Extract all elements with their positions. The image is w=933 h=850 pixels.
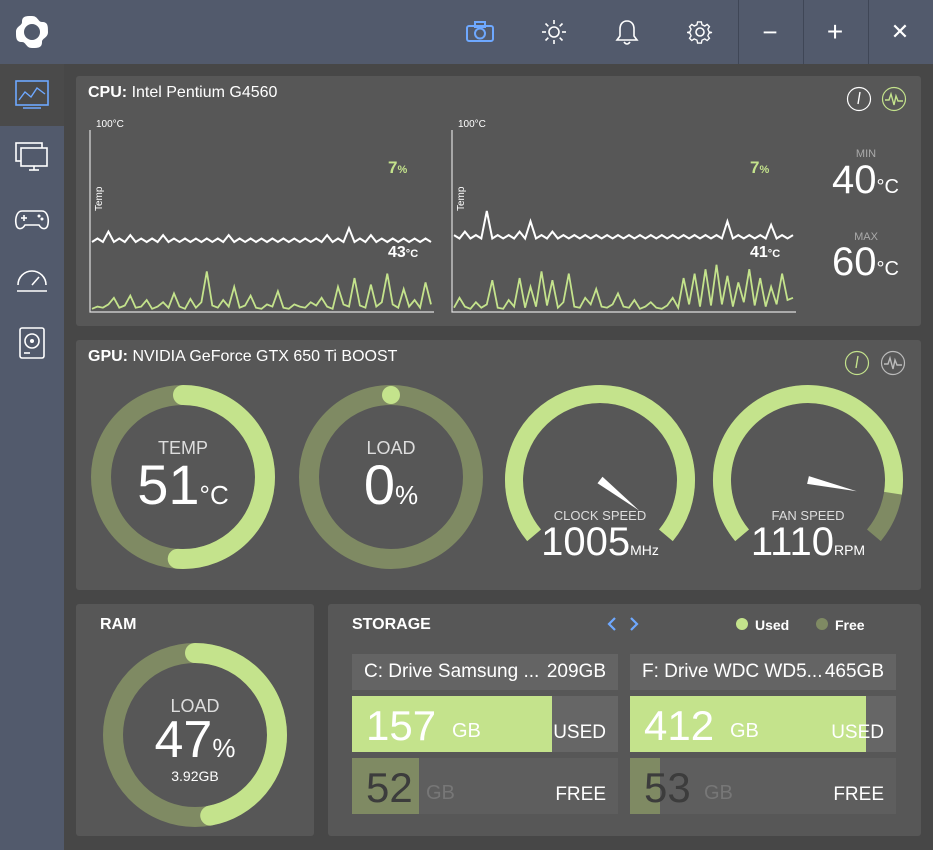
- drive-free-fill: [352, 758, 419, 814]
- ram-total: 3.92GB: [171, 768, 219, 784]
- title-bar: − + ✕: [0, 0, 933, 64]
- ram-title: RAM: [100, 616, 137, 633]
- core2-temp: 41°C: [750, 244, 781, 261]
- gpu-clock-label: CLOCK SPEED: [553, 508, 647, 523]
- gpu-clock-value: 1005MHz: [541, 520, 659, 564]
- drive-free-value: 52: [366, 764, 413, 811]
- temp-series-line: [91, 225, 432, 244]
- graph-axis: [451, 130, 796, 313]
- speedometer-icon: [17, 270, 47, 292]
- drive-free-fill: [630, 758, 661, 814]
- gpu-load-gauge: [299, 385, 483, 569]
- drive-used-fill: [630, 696, 866, 752]
- core2-graph: [451, 130, 796, 313]
- drive-free-unit: GB: [426, 782, 455, 804]
- core1-max-label: 100°C: [96, 119, 124, 130]
- thermometer-icon[interactable]: [846, 86, 872, 112]
- cpu-max-value: 60°C: [832, 240, 899, 284]
- drive-used-value: 157: [366, 702, 437, 749]
- computer-icon: [15, 142, 48, 171]
- sidebar-item-system[interactable]: [0, 126, 64, 188]
- ram-load-gauge: [103, 643, 287, 827]
- legend-free-dot: [816, 618, 828, 630]
- sidebar: [0, 64, 64, 850]
- camera-icon[interactable]: [462, 14, 498, 50]
- legend-used-dot: [736, 618, 748, 630]
- activity-icon[interactable]: [881, 86, 907, 112]
- sidebar-item-dashboard[interactable]: [0, 64, 64, 126]
- gpu-temp-label: TEMP: [157, 438, 208, 458]
- drive-header[interactable]: F: Drive WDC WD5... 465GB: [630, 654, 896, 690]
- ram-load-value: 47%: [154, 711, 236, 769]
- thermometer-icon[interactable]: [844, 350, 870, 376]
- drive-free-unit: GB: [704, 782, 733, 804]
- gpu-load-label: LOAD: [366, 438, 416, 458]
- ram-panel: RAM LOAD 47% 3.92GB: [76, 604, 314, 836]
- gpu-fan-value: 1110RPM: [750, 520, 866, 564]
- dashboard-icon: [15, 80, 49, 109]
- minimize-button[interactable]: −: [762, 16, 778, 47]
- core2-max-label: 100°C: [458, 119, 486, 130]
- maximize-button[interactable]: +: [826, 16, 844, 47]
- core1-load: 7%: [388, 158, 408, 177]
- ram-load-label: LOAD: [170, 696, 220, 716]
- gpu-fan-gauge: [713, 385, 903, 542]
- close-button[interactable]: ✕: [890, 19, 910, 44]
- drive-free-bar: 52 GB FREE: [352, 758, 618, 814]
- drive-free-value: 53: [644, 764, 691, 811]
- gamepad-icon: [14, 210, 50, 230]
- temp-series-line: [453, 210, 794, 241]
- drive-used-fill: [352, 696, 552, 752]
- brightness-icon[interactable]: [536, 14, 572, 50]
- core1-graph: [89, 130, 434, 313]
- hard-drive-icon: [19, 327, 45, 359]
- drive-used-value: 412: [644, 702, 715, 749]
- chevron-right-icon[interactable]: [628, 616, 640, 632]
- legend-free-label: Free: [835, 617, 865, 633]
- drive-used-unit: GB: [730, 720, 759, 742]
- cpu-title: CPU: Intel Pentium G4560: [88, 84, 278, 101]
- drive-used-label: USED: [553, 722, 606, 743]
- drive-used-bar: 157 GB USED: [352, 696, 618, 752]
- cpu-min-label: MIN: [855, 148, 877, 160]
- gear-icon[interactable]: [682, 14, 718, 50]
- gpu-fan-label: FAN SPEED: [771, 508, 845, 523]
- core2-load: 7%: [750, 158, 770, 177]
- graph-axis: [89, 130, 434, 313]
- gpu-temp-gauge: [91, 385, 275, 569]
- core1-temp: 43°C: [388, 244, 419, 261]
- load-series-line: [453, 264, 794, 311]
- gpu-clock-gauge: [505, 385, 695, 542]
- drive-free-bar: 53 GB FREE: [630, 758, 896, 814]
- gpu-panel: GPU: NVIDIA GeForce GTX 650 Ti BOOST TEM…: [76, 340, 921, 590]
- load-series-line: [91, 271, 432, 311]
- main-content: CPU: Intel Pentium G4560 100°C Temp 7% 4…: [64, 64, 933, 850]
- gpu-load-value: 0%: [363, 453, 419, 516]
- storage-panel: STORAGE Used Free C: Drive Samsung ... 20…: [328, 604, 921, 836]
- drive-free-label: FREE: [555, 784, 606, 805]
- drive-used-bar: 412 GB USED: [630, 696, 896, 752]
- cpu-max-label: MAX: [854, 231, 878, 243]
- gpu-title: GPU: NVIDIA GeForce GTX 650 Ti BOOST: [88, 348, 398, 365]
- sidebar-item-gaming[interactable]: [0, 188, 64, 250]
- legend-used-label: Used: [755, 617, 790, 633]
- drive-used-unit: GB: [452, 720, 481, 742]
- drive-free-label: FREE: [833, 784, 884, 805]
- cpu-panel: CPU: Intel Pentium G4560 100°C Temp 7% 4…: [76, 76, 921, 326]
- activity-icon[interactable]: [880, 350, 906, 376]
- bell-icon[interactable]: [609, 14, 645, 50]
- chevron-left-icon[interactable]: [606, 616, 618, 632]
- gpu-temp-value: 51°C: [137, 453, 229, 516]
- app-logo-icon: [16, 16, 48, 48]
- drive-header[interactable]: C: Drive Samsung ... 209GB: [352, 654, 618, 690]
- cpu-min-value: 40°C: [832, 158, 899, 202]
- sidebar-item-storage[interactable]: [0, 312, 64, 374]
- storage-title: STORAGE: [352, 616, 431, 633]
- sidebar-item-performance[interactable]: [0, 250, 64, 312]
- drive-used-label: USED: [831, 722, 884, 743]
